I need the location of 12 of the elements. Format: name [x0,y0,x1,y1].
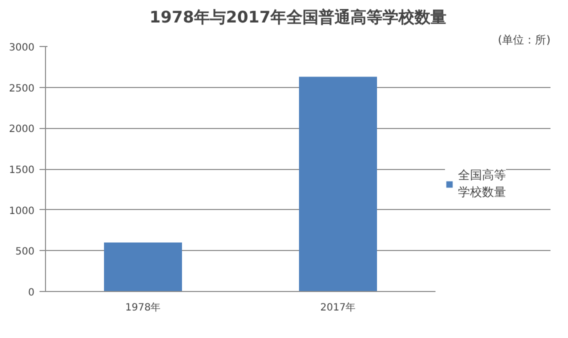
y-tick-label: 1000 [9,206,35,217]
legend-label: 全国高等学校数量 [458,167,506,201]
y-tick-label: 3000 [9,42,35,54]
chart-subtitle: (单位：所) [498,34,551,46]
x-tick-label: 2017年 [320,302,356,314]
y-tick-label: 0 [28,288,35,298]
y-tick-label: 2500 [9,83,35,94]
chart-title: 1978年与2017年全国普通高等学校数量 [149,8,447,26]
y-tick-label: 2000 [9,124,35,136]
y-tick-label: 500 [15,246,35,258]
x-tick-label: 1978年 [125,302,161,314]
y-tick-label: 1500 [9,165,35,176]
